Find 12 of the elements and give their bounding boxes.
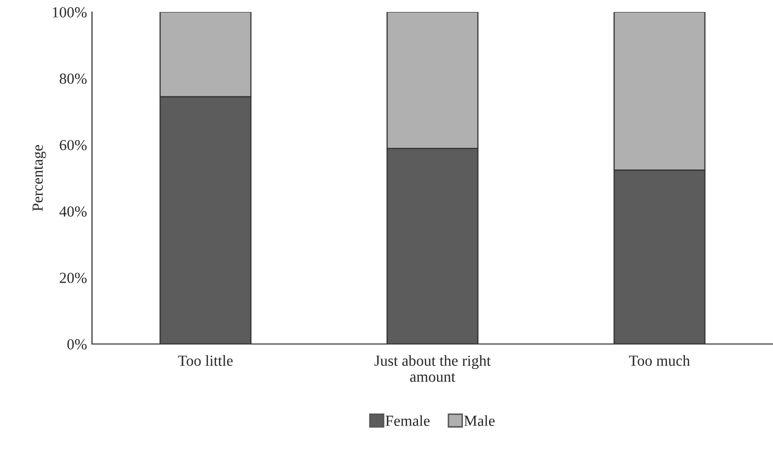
x-tick-label: Just about the right amount <box>374 355 491 382</box>
x-tick-label: Too much <box>629 355 690 366</box>
y-tick-label: 40% <box>59 206 87 217</box>
y-tick-label: 60% <box>60 140 87 150</box>
y-tick-label: 0% <box>67 339 87 350</box>
y-tick-label: 100% <box>52 7 87 18</box>
y-tick-label: 80% <box>60 74 87 84</box>
legend-label: Female <box>386 415 430 426</box>
y-axis-title: Percentage <box>32 145 46 212</box>
legend-label: Male <box>464 415 495 426</box>
y-tick-label: 20% <box>60 272 87 284</box>
x-tick-label: Too little <box>178 355 233 366</box>
